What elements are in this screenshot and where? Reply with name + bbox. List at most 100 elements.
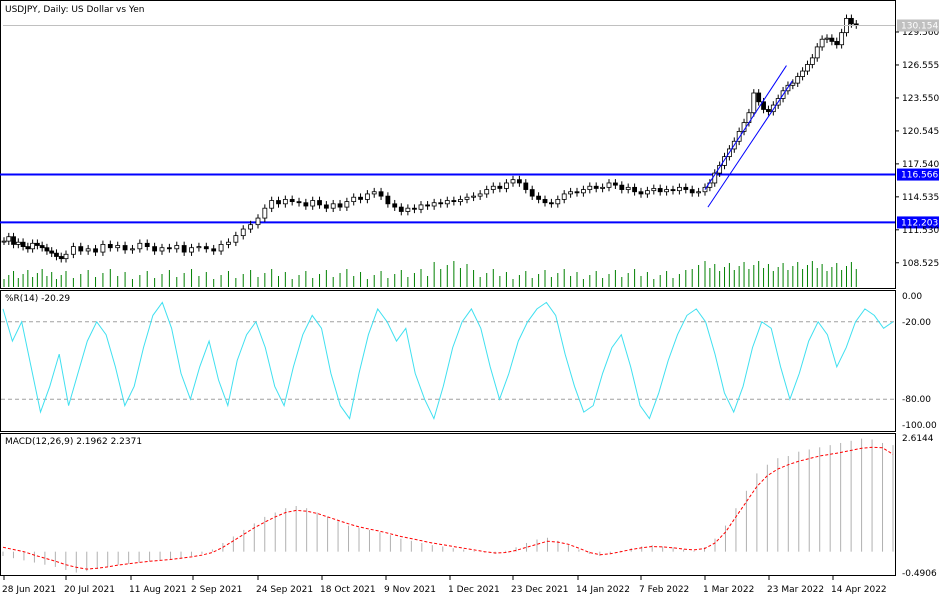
candle-body [418,204,424,210]
candle-body [371,191,377,195]
candle-body [471,195,476,198]
candle-body [137,242,143,250]
candle-body [85,248,91,252]
candle-body [203,246,209,250]
candle-body [484,189,490,195]
candle-body [159,247,165,252]
candle-body [63,253,69,260]
candle-body [819,38,825,48]
candle-body [344,201,350,208]
candle-body [645,190,650,195]
wpr-title: %R(14) -20.29 [5,294,70,304]
macd-tick-label: -0.4906 [902,569,937,579]
candle-body [523,182,529,190]
candle-body [248,224,254,230]
candle-body [107,244,113,249]
candle-body [54,252,59,257]
axis-ticks: 129.560 126.555 123.550 120.545 117.540 114.5… [2,19,939,595]
candle-body [282,199,288,205]
volume-bars [3,261,857,287]
candle-body [405,207,411,212]
x-tick-label: 24 Sep 2021 [256,585,313,595]
candle-body [795,76,801,84]
candle-body [240,228,246,237]
last-price-tag [897,19,939,32]
williams-r-line [1,301,895,420]
candle-body [15,241,21,245]
candle-body [689,189,695,194]
candle-body [289,199,295,203]
price-tick-label: 108.525 [902,259,939,269]
candle-body [529,189,535,197]
x-tick-label: 1 Dec 2021 [448,585,500,595]
wpr-pane-frame [0,290,896,432]
candle-body [378,191,384,197]
candle-body [814,46,820,59]
macd-pane-frame [0,433,896,576]
candle-body [761,101,766,110]
candle-body [330,203,336,209]
candle-body [425,204,430,207]
candle-body [809,57,815,65]
candle-body [657,188,663,193]
price-tick-label: 129.560 [902,28,939,38]
candle-body [34,242,40,246]
candle-body [398,206,404,212]
x-tick-label: 2 Sep 2021 [191,585,242,595]
candle-body [364,193,370,200]
candle-body [536,195,541,200]
candle-body [385,195,391,205]
candle-body [49,250,55,254]
candle-body [189,247,194,253]
macd-signal-line [2,446,894,570]
candle-body [337,203,343,208]
candle-body [504,182,509,189]
candle-body [115,245,121,249]
candle-body [196,246,202,249]
x-tick-label: 23 Dec 2021 [511,585,569,595]
candle-body [853,23,859,26]
candle-body [625,186,631,190]
candle-body [70,246,76,255]
candle-body [497,185,503,189]
price-tick-label: 117.540 [902,160,939,170]
candle-body [670,189,676,192]
candle-body [766,109,771,113]
candle-body [581,189,586,194]
candle-body [542,199,548,204]
last-price-label: 130.154 [901,21,938,31]
candle-body [683,186,689,190]
candle-body [651,188,657,192]
horizontal-levels: 116.566 112.203 [0,168,939,229]
candle-body [166,247,172,250]
wpr-tick-label: -100.00 [902,421,937,431]
candle-body [574,191,580,194]
candle-body [20,241,26,247]
trend-channel [704,65,793,208]
candle-body [233,235,239,243]
candle-body [632,186,637,193]
price-tick-label: 111.530 [902,226,939,236]
channel-line [704,65,787,190]
candle-body [517,179,522,184]
candle-body [438,202,444,205]
candle-body [702,186,708,193]
candle-body [587,185,593,190]
x-tick-label: 1 Mar 2022 [703,585,754,595]
candle-body [93,248,98,253]
level-label: 116.566 [901,171,938,181]
wpr-series-line [2,301,894,420]
x-tick-label: 28 Jun 2021 [2,585,56,595]
price-tick-label: 126.555 [902,61,939,71]
candle-body [358,196,363,200]
x-tick-label: 14 Apr 2022 [831,585,887,595]
x-tick-label: 7 Feb 2022 [639,585,689,595]
candle-body [805,64,810,72]
x-tick-label: 9 Nov 2021 [384,585,436,595]
candle-body [181,245,187,253]
wpr-tick-label: -80.00 [902,395,931,405]
candle-body [78,246,84,252]
candle-body [6,236,12,242]
candle-body [276,200,281,205]
macd-tick-label: 2.6144 [902,434,934,444]
